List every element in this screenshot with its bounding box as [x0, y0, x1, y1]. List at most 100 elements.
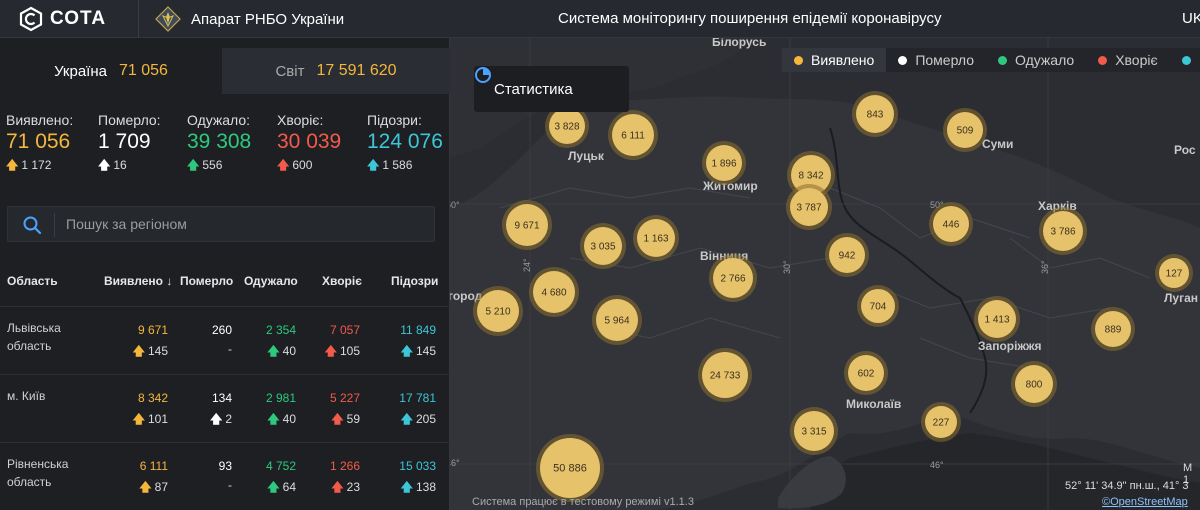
arrow-up-icon: 🡅 [187, 158, 200, 172]
map-cluster[interactable]: 704 [857, 285, 899, 327]
map-cluster[interactable]: 509 [943, 108, 987, 152]
column-died[interactable]: Померло [180, 274, 234, 288]
column-recovered[interactable]: Одужало [244, 274, 298, 288]
map-cluster[interactable]: 1 896 [702, 141, 746, 185]
map-cluster[interactable]: 3 786 [1039, 207, 1087, 255]
city-label: Луцьк [568, 149, 605, 163]
cluster-count: 127 [1166, 269, 1183, 280]
legend-suspected[interactable] [1170, 48, 1200, 72]
legend-detected[interactable]: Виявлено [782, 48, 887, 72]
map-cluster[interactable]: 50 886 [536, 434, 604, 502]
cluster-circle [794, 411, 834, 451]
table-row[interactable]: м. Київ 8 342 🡅 101 134 🡅 2 2 981 🡅 40 5 227 🡅 59 17 … [0, 374, 450, 442]
map-cluster[interactable]: 3 035 [580, 223, 626, 269]
statistics-button[interactable]: Статистика [474, 66, 629, 112]
table-row[interactable]: Львівська область 9 671 🡅 145 260-2 354 🡅 40 7 … [0, 306, 450, 374]
map-canvas[interactable]: Білорусь Луцьк Житомир Вінниця Суми Харк… [450, 38, 1200, 510]
recovered-value: 4 752 [265, 459, 296, 473]
cluster-circle [713, 258, 753, 298]
org-block: Апарат РНБО України [155, 6, 344, 32]
detected-delta: 🡅 87 [104, 478, 168, 499]
cluster-count: 602 [858, 369, 875, 380]
map-cluster[interactable]: 9 671 [502, 200, 552, 250]
map-cluster[interactable]: 5 210 [473, 286, 523, 336]
language-switch[interactable]: UK [1182, 10, 1200, 27]
search-icon[interactable] [22, 215, 42, 235]
cluster-circle [706, 145, 742, 181]
search-divider [54, 213, 55, 237]
total-recovered-delta: 556 [202, 158, 223, 172]
map-cluster[interactable]: 5 964 [592, 295, 642, 345]
total-recovered: Одужало: 39 308 🡅 556 [187, 112, 251, 177]
total-detected: Виявлено: 71 056 🡅 1 172 [6, 112, 73, 177]
map-cluster[interactable]: 1 163 [633, 215, 679, 261]
total-suspected-value: 124 076 [367, 130, 443, 153]
grid-label: 50° [930, 200, 944, 210]
legend-dot [898, 55, 908, 65]
grid-label: 36° [1040, 260, 1050, 274]
cluster-count: 942 [839, 251, 856, 262]
map-cluster[interactable]: 6 111 [608, 110, 658, 160]
arrow-up-icon: 🡅 [324, 344, 337, 358]
arrow-up-icon: 🡅 [98, 158, 111, 172]
grid-label: 46° [450, 458, 460, 468]
cluster-count: 4 680 [541, 288, 566, 299]
org-name: Апарат РНБО України [191, 10, 345, 28]
legend-label: Померло [915, 52, 975, 68]
map-cluster[interactable]: 127 [1155, 254, 1193, 292]
cluster-count: 227 [933, 418, 950, 429]
cluster-circle [856, 95, 894, 133]
map-cluster[interactable]: 942 [825, 233, 869, 277]
map-cluster[interactable]: 889 [1091, 307, 1135, 351]
cluster-count: 889 [1105, 325, 1122, 336]
died-delta-text: 2 [225, 412, 232, 426]
tab-ukraine[interactable]: Україна 71 056 [0, 48, 222, 94]
column-suspected[interactable]: Підозри [391, 274, 439, 288]
column-sick[interactable]: Хворіє [322, 274, 362, 288]
map-cluster[interactable]: 3 787 [786, 184, 832, 230]
map-cluster[interactable]: 4 680 [529, 267, 579, 317]
arrow-up-icon: 🡅 [132, 412, 145, 426]
died-value: 134 [211, 391, 232, 405]
cluster-circle [978, 300, 1016, 338]
arrow-up-icon: 🡅 [400, 344, 413, 358]
detected-value: 6 111 [139, 459, 168, 473]
map-cluster[interactable]: 227 [921, 402, 961, 442]
map-scale: М 1 [1183, 462, 1193, 486]
sick-value: 5 227 [329, 391, 360, 405]
cluster-count: 3 035 [590, 242, 615, 253]
map-cluster[interactable]: 3 315 [790, 407, 838, 455]
legend-recovered[interactable]: Одужало [986, 48, 1086, 72]
map-cluster[interactable]: 2 766 [709, 254, 757, 302]
map-view[interactable]: Білорусь Луцьк Житомир Вінниця Суми Харк… [450, 38, 1200, 510]
tab-world[interactable]: Світ 17 591 620 [222, 48, 450, 94]
top-bar: СОТА Апарат РНБО України Система монітор… [0, 0, 1200, 38]
logo-text: СОТА [50, 8, 107, 29]
map-cluster[interactable]: 1 413 [974, 296, 1020, 342]
total-detected-label: Виявлено: [6, 112, 74, 128]
map-cluster[interactable]: 843 [852, 91, 898, 137]
cluster-count: 1 413 [984, 315, 1009, 326]
map-cluster[interactable]: 3 828 [545, 104, 589, 148]
column-region[interactable]: Область [7, 274, 58, 288]
logo[interactable]: СОТА [18, 6, 106, 32]
region-name: м. Київ [7, 389, 46, 403]
cluster-circle [540, 438, 600, 498]
map-cluster[interactable]: 602 [844, 351, 888, 395]
map-cluster[interactable]: 24 733 [698, 348, 752, 402]
map-cluster[interactable]: 800 [1011, 361, 1057, 407]
cluster-circle [947, 112, 983, 148]
column-detected[interactable]: Виявлено ↓ [104, 274, 173, 288]
tab-ukraine-value: 71 056 [118, 62, 168, 79]
legend-sick[interactable]: Хворіє [1086, 48, 1169, 72]
cluster-circle [1043, 211, 1083, 251]
legend-died[interactable]: Померло [886, 48, 986, 72]
table-row[interactable]: Рівненська область 6 111 🡅 87 93-4 752 🡅 64 1 2… [0, 442, 450, 510]
suspected-delta-text: 205 [415, 412, 436, 426]
city-label: Білорусь [712, 38, 766, 49]
search-input[interactable] [66, 207, 426, 241]
osm-attribution-link[interactable]: ©OpenStreetMap [1102, 496, 1188, 508]
arrow-up-icon: 🡅 [400, 412, 413, 426]
tab-world-value: 17 591 620 [316, 62, 397, 79]
map-cluster[interactable]: 446 [929, 202, 973, 246]
